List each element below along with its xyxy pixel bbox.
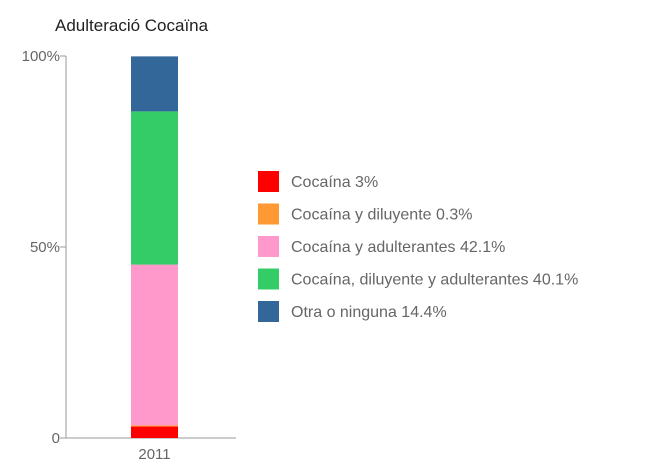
legend-label-4: Cocaína, diluyente y adulterantes 40.1% [291, 272, 578, 289]
chart-title: Adulteració Cocaïna [55, 16, 209, 35]
bar-segment-3 [131, 264, 178, 426]
y-axis-ticks: 0 50% 100% [22, 48, 66, 447]
legend-label-5: Otra o ninguna 14.4% [291, 304, 447, 321]
legend-swatch-4 [258, 268, 279, 290]
x-axis-labels: 2011 [138, 446, 170, 462]
bar-segments [131, 56, 178, 438]
legend-swatch-5 [258, 301, 279, 322]
legend-swatch-2 [258, 203, 279, 225]
y-tick-label: 100% [22, 48, 60, 65]
legend-swatch-1 [258, 171, 279, 192]
legend: Cocaína 3% Cocaína y diluyente 0.3% Cocaín… [258, 171, 578, 322]
legend-label-1: Cocaína 3% [291, 174, 378, 191]
x-tick-label: 2011 [138, 446, 170, 462]
bar-segment-1 [131, 426, 178, 438]
bar-segment-5 [131, 56, 178, 112]
bar-segment-2 [131, 425, 178, 427]
legend-label-3: Cocaína y adulterantes 42.1% [291, 239, 505, 256]
y-tick-label: 0 [52, 430, 60, 447]
bar-segment-4 [131, 111, 178, 265]
legend-swatch-3 [258, 236, 279, 257]
y-tick-label: 50% [30, 239, 60, 256]
legend-label-2: Cocaína y diluyente 0.3% [291, 207, 472, 224]
